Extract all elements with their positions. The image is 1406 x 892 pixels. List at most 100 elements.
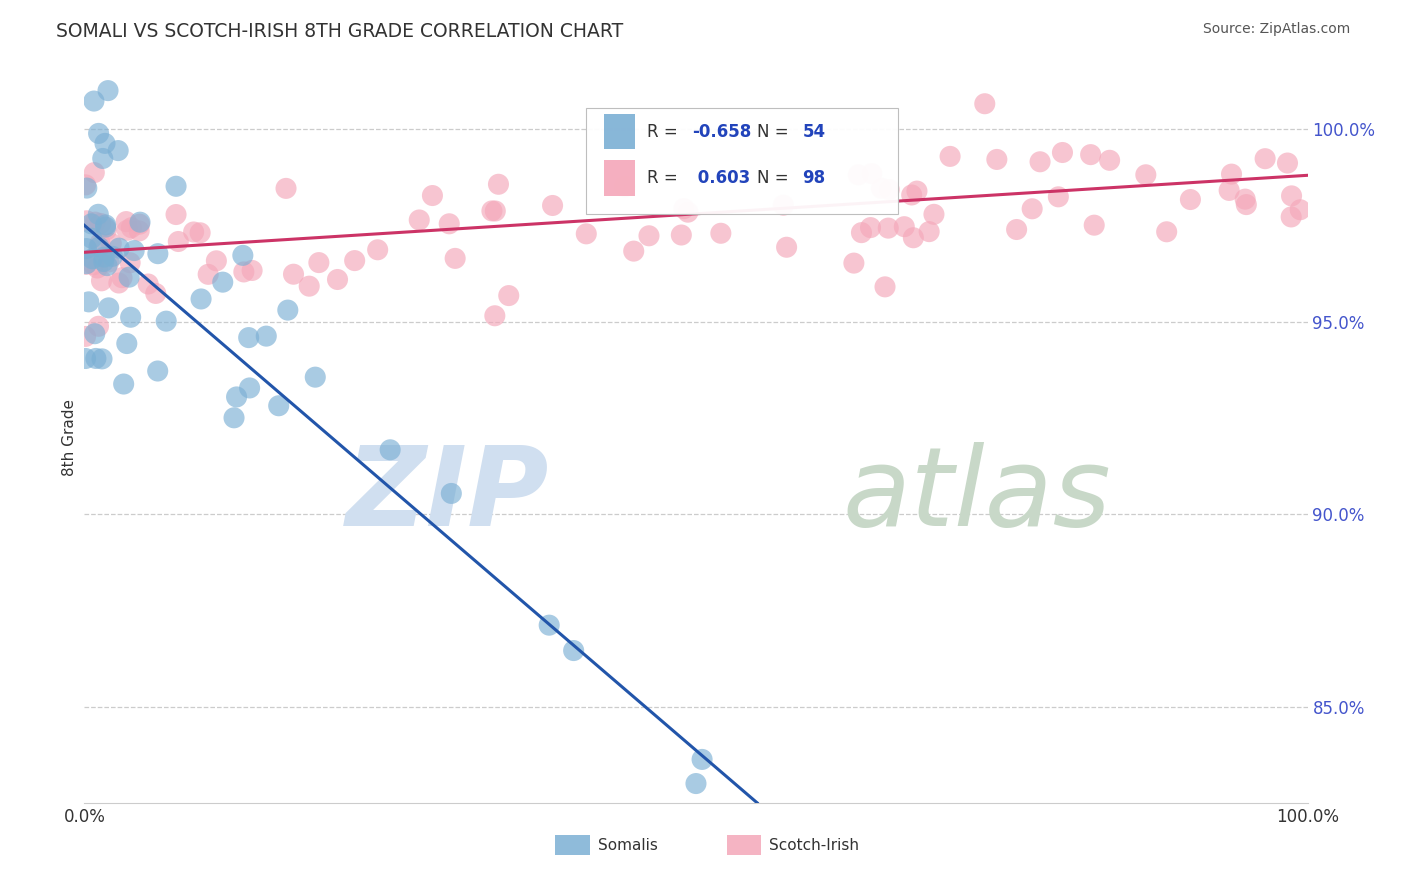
Point: [75, 329, 97, 343]
Point: [1021, 202, 1043, 216]
Point: [101, 249, 124, 263]
Point: [129, 215, 152, 229]
Point: [87, 240, 110, 254]
Point: [1180, 193, 1202, 207]
Point: [83, 166, 105, 180]
Point: [87, 207, 110, 221]
Point: [685, 776, 707, 790]
Point: [277, 303, 299, 318]
Point: [343, 253, 366, 268]
Text: 0.603: 0.603: [692, 169, 751, 187]
Point: [91, 351, 114, 366]
Bar: [555, 835, 589, 855]
Point: [1135, 168, 1157, 182]
Point: [128, 217, 150, 231]
Point: [107, 144, 129, 158]
Point: [326, 272, 349, 286]
Point: [939, 149, 962, 163]
Point: [439, 217, 461, 231]
Point: [298, 279, 321, 293]
Point: [274, 181, 297, 195]
Point: [905, 184, 928, 198]
Point: [877, 183, 900, 197]
Point: [1156, 225, 1178, 239]
Point: [842, 256, 865, 270]
Point: [498, 288, 520, 302]
Point: [146, 364, 169, 378]
Point: [1220, 167, 1243, 181]
Point: [128, 224, 150, 238]
Point: [83, 94, 105, 108]
Point: [484, 309, 506, 323]
Point: [75, 242, 97, 256]
Point: [76, 181, 98, 195]
Point: [676, 205, 699, 219]
Text: R =: R =: [647, 122, 683, 141]
Point: [84, 215, 107, 229]
Point: [75, 351, 97, 366]
Point: [76, 214, 98, 228]
Point: [1277, 156, 1299, 170]
Point: [120, 310, 142, 325]
Text: R =: R =: [647, 169, 683, 187]
Point: [1234, 197, 1257, 211]
Point: [488, 178, 510, 192]
Point: [239, 381, 262, 395]
Point: [1234, 192, 1257, 206]
Point: [444, 252, 467, 266]
Point: [86, 260, 108, 275]
Point: [75, 178, 97, 192]
Point: [93, 250, 115, 264]
Point: [1254, 152, 1277, 166]
Point: [1279, 210, 1302, 224]
Point: [1005, 222, 1028, 236]
Point: [575, 227, 598, 241]
Point: [97, 301, 120, 315]
Point: [93, 254, 115, 268]
Point: [183, 225, 205, 239]
Point: [775, 240, 797, 254]
Point: [238, 330, 260, 344]
Point: [225, 390, 247, 404]
Point: [115, 223, 138, 237]
Point: [690, 752, 713, 766]
Point: [1052, 145, 1074, 160]
Text: atlas: atlas: [842, 442, 1111, 549]
Point: [860, 167, 883, 181]
Bar: [605, 161, 636, 195]
Point: [112, 377, 135, 392]
Point: [165, 179, 187, 194]
Point: [710, 227, 733, 241]
Text: Somalis: Somalis: [598, 838, 658, 853]
Point: [484, 204, 506, 219]
Point: [108, 241, 131, 255]
Point: [96, 259, 118, 273]
Point: [108, 276, 131, 290]
Point: [188, 226, 211, 240]
Point: [671, 227, 693, 242]
Point: [94, 220, 117, 235]
Point: [97, 255, 120, 269]
Point: [440, 486, 463, 500]
Point: [77, 294, 100, 309]
Bar: [727, 835, 761, 855]
Point: [82, 252, 104, 266]
Point: [84, 351, 107, 366]
Point: [120, 256, 142, 270]
Point: [1029, 154, 1052, 169]
Point: [481, 203, 503, 218]
Point: [91, 152, 114, 166]
Point: [120, 220, 142, 235]
Point: [136, 277, 159, 291]
Point: [190, 292, 212, 306]
Point: [623, 244, 645, 259]
Point: [115, 336, 138, 351]
Point: [165, 208, 187, 222]
Point: [90, 217, 112, 231]
Point: [538, 618, 561, 632]
Point: [115, 214, 138, 228]
Text: 98: 98: [803, 169, 825, 187]
Point: [118, 270, 141, 285]
Point: [87, 127, 110, 141]
Point: [873, 280, 896, 294]
